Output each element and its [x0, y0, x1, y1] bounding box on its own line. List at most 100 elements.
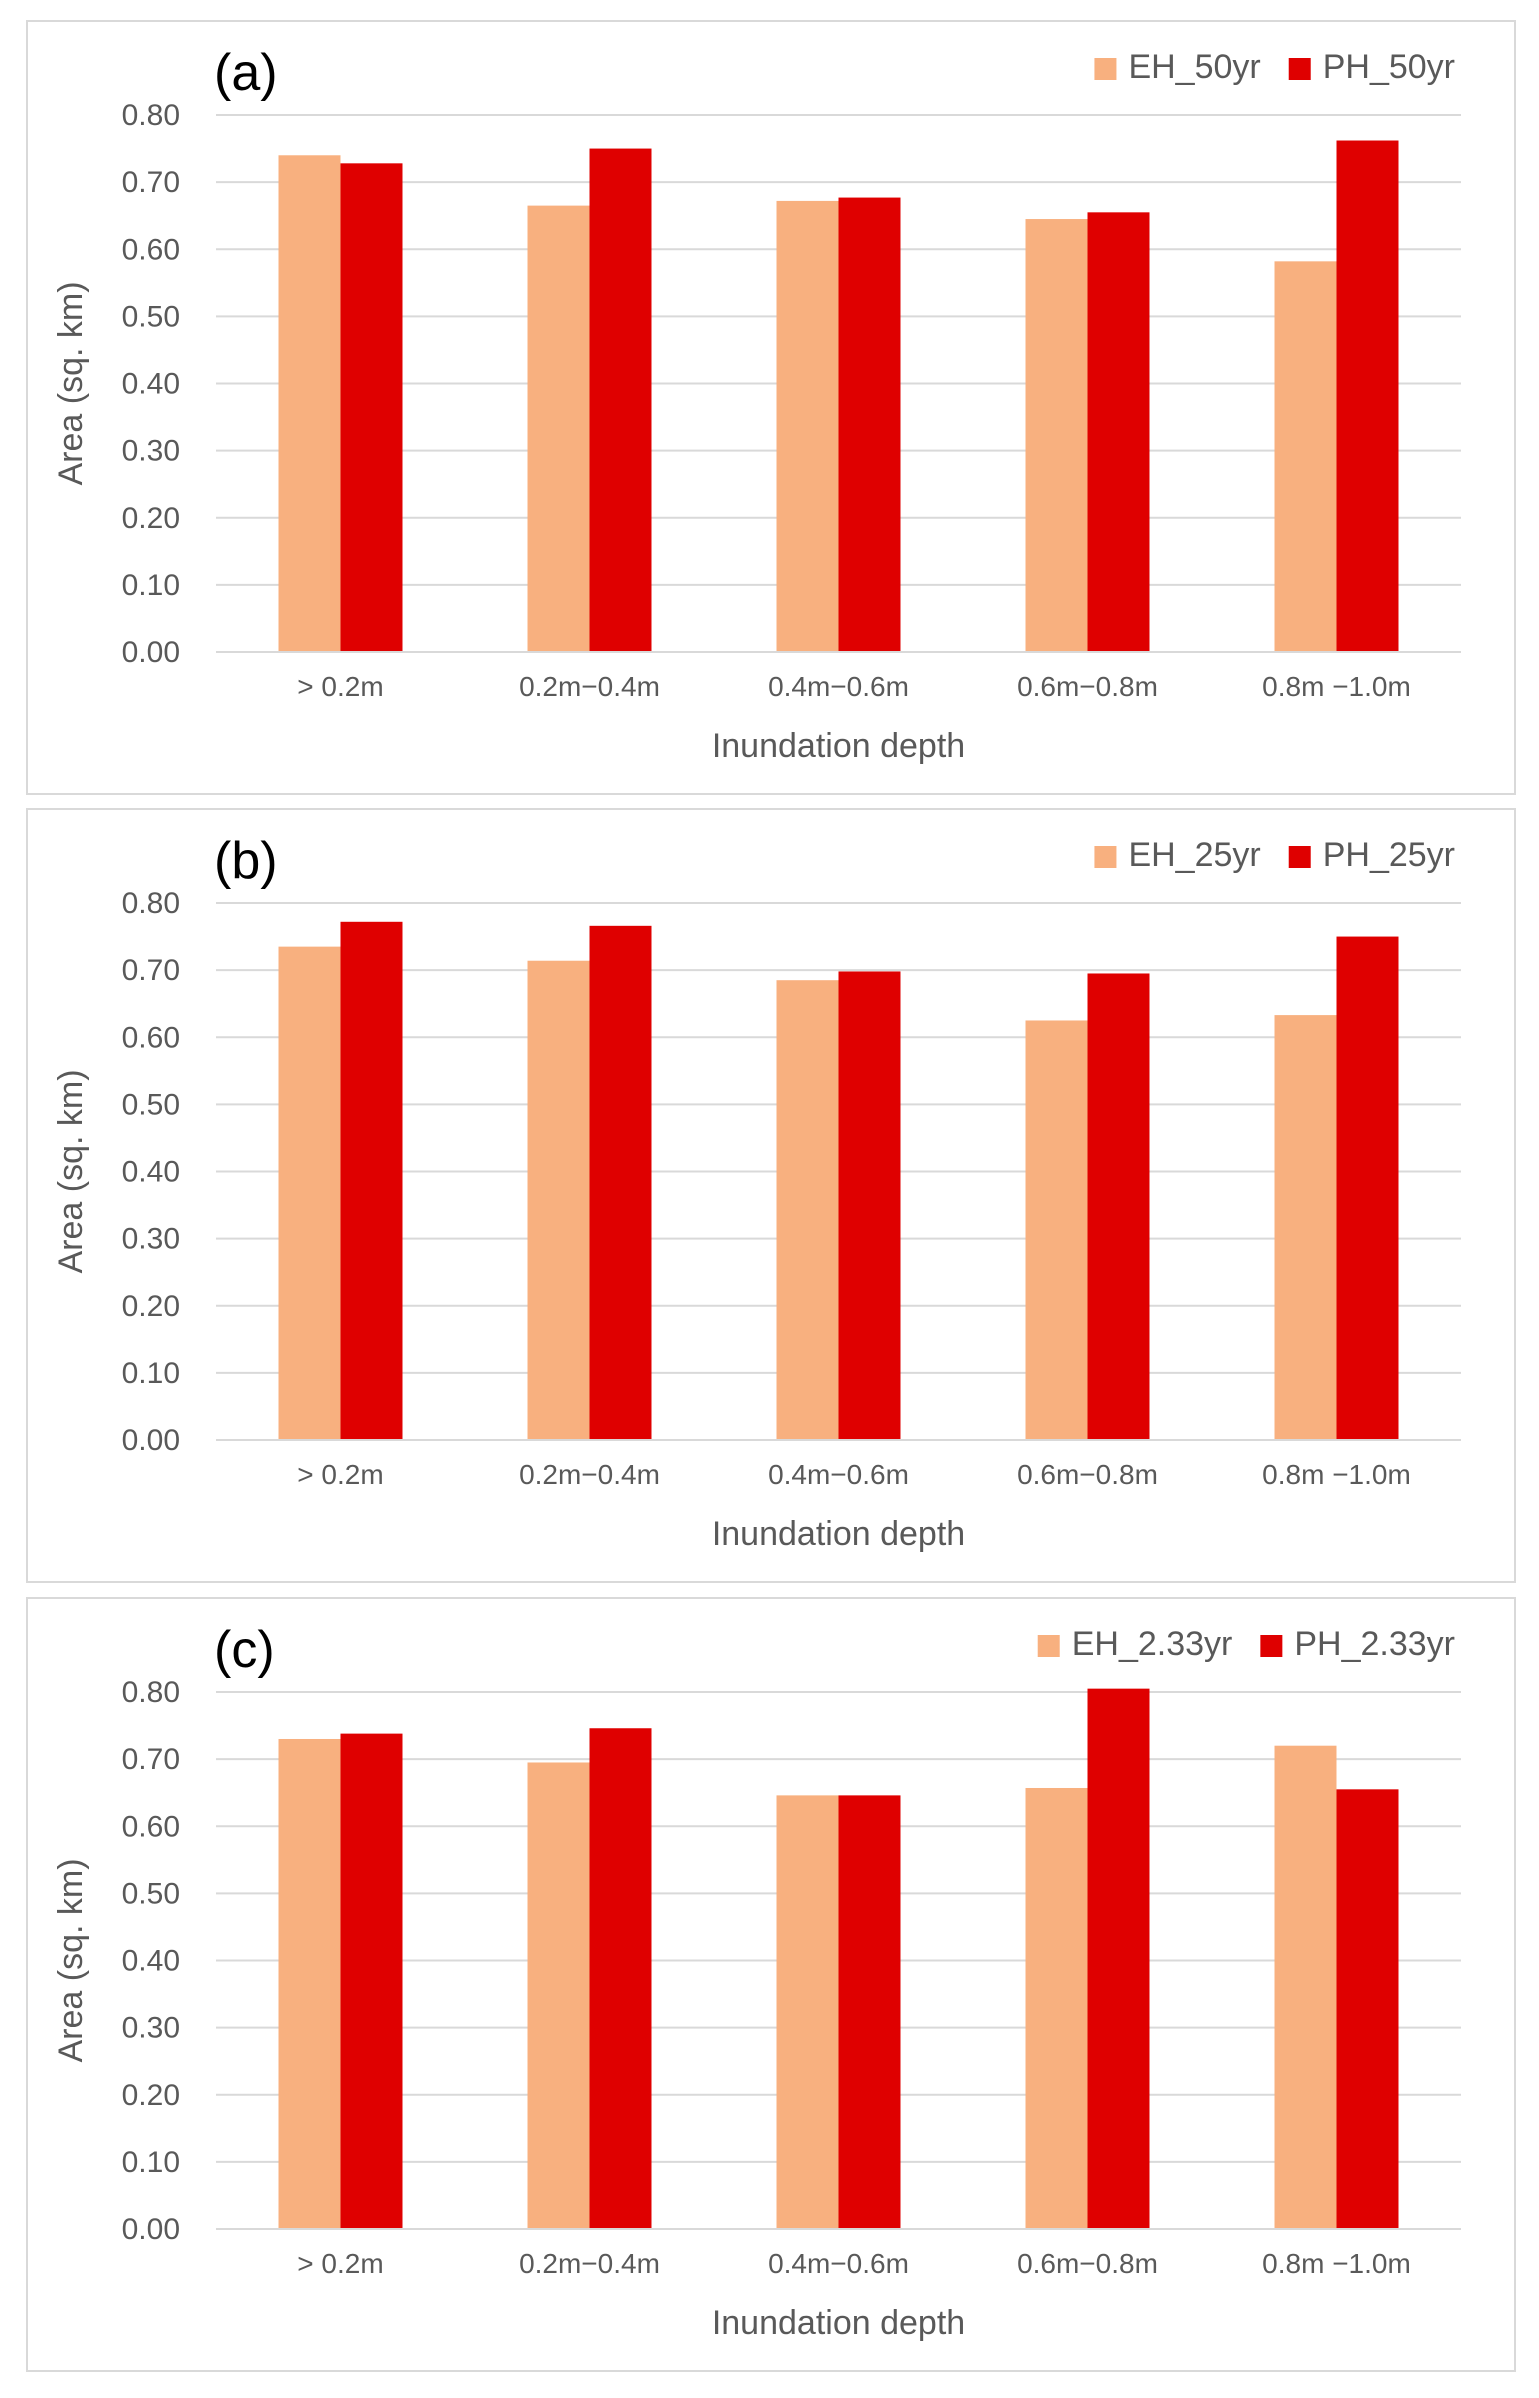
bar-eh-25yr-4: [1274, 1015, 1337, 1440]
y-axis-title: Area (sq. km): [52, 281, 90, 485]
legend-label: PH_25yr: [1323, 836, 1455, 874]
y-tick-label: 0.80: [122, 1676, 180, 1709]
legend: EH_50yr PH_50yr: [1094, 48, 1455, 86]
y-tick-label: 0.00: [122, 636, 180, 669]
x-tick-labels: > 0.2m 0.2m−0.4m 0.4m−0.6m 0.6m−0.8m 0.8m −1…: [297, 1459, 1411, 1490]
legend-label: EH_2.33yr: [1072, 1625, 1233, 1663]
x-tick-label: > 0.2m: [297, 2248, 383, 2279]
chart-b: 0.00 0.10 0.20 0.30 0.40 0.50 0.60 0.70 0.80 > 0.…: [52, 832, 1461, 1553]
y-axis-title: Area (sq. km): [52, 1069, 90, 1273]
y-tick-label: 0.00: [122, 2213, 180, 2246]
bar-ph-2-33yr-4: [1336, 1789, 1399, 2229]
x-axis-title: Inundation depth: [712, 727, 965, 765]
x-tick-labels: > 0.2m 0.2m−0.4m 0.4m−0.6m 0.6m−0.8m 0.8m −1…: [297, 671, 1411, 702]
x-tick-label: 0.8m −1.0m: [1262, 1459, 1411, 1490]
bars: [278, 1688, 1399, 2229]
legend-item: EH_2.33yr: [1037, 1625, 1233, 1663]
y-tick-label: 0.40: [122, 1945, 180, 1978]
bar-ph-50yr-3: [1087, 212, 1150, 653]
legend-swatch: [1288, 846, 1311, 868]
x-axis-title: Inundation depth: [712, 2304, 965, 2342]
x-tick-label: 0.6m−0.8m: [1017, 671, 1158, 702]
x-tick-label: 0.6m−0.8m: [1017, 2248, 1158, 2279]
legend-item: PH_2.33yr: [1260, 1625, 1455, 1663]
legend: EH_2.33yr PH_2.33yr: [1037, 1625, 1455, 1663]
bar-ph-50yr-0: [340, 163, 403, 652]
x-tick-label: 0.2m−0.4m: [519, 2248, 660, 2279]
y-tick-label: 0.60: [122, 1021, 180, 1054]
legend-item: EH_50yr: [1094, 48, 1261, 86]
y-tick-label: 0.50: [122, 300, 180, 333]
x-axis-title: Inundation depth: [712, 1515, 965, 1553]
bar-ph-2-33yr-1: [589, 1728, 652, 2229]
y-tick-label: 0.60: [122, 233, 180, 266]
bar-eh-25yr-0: [278, 946, 341, 1440]
bar-ph-25yr-3: [1087, 973, 1150, 1440]
y-tick-label: 0.70: [122, 1743, 180, 1776]
legend-swatch: [1094, 58, 1117, 80]
bar-eh-2-33yr-2: [776, 1795, 839, 2229]
legend-item: PH_25yr: [1288, 836, 1455, 874]
chart-a: 0.00 0.10 0.20 0.30 0.40 0.50 0.60 0.70 0.80 > 0.…: [52, 44, 1461, 765]
legend-swatch: [1288, 58, 1311, 80]
bar-ph-2-33yr-0: [340, 1733, 403, 2229]
x-tick-label: 0.8m −1.0m: [1262, 2248, 1411, 2279]
y-tick-label: 0.80: [122, 99, 180, 132]
x-tick-label: 0.2m−0.4m: [519, 1459, 660, 1490]
legend-item: EH_25yr: [1094, 836, 1261, 874]
bar-eh-2-33yr-4: [1274, 1745, 1337, 2229]
y-axis-title: Area (sq. km): [52, 1858, 90, 2062]
legend: EH_25yr PH_25yr: [1094, 836, 1455, 874]
bars: [278, 921, 1399, 1440]
y-tick-label: 0.10: [122, 2146, 180, 2179]
bar-eh-25yr-3: [1025, 1020, 1088, 1440]
y-tick-label: 0.40: [122, 1156, 180, 1189]
bar-eh-50yr-4: [1274, 261, 1337, 652]
y-tick-label: 0.50: [122, 1877, 180, 1910]
y-tick-label: 0.70: [122, 954, 180, 987]
bar-eh-2-33yr-0: [278, 1738, 341, 2229]
legend-swatch: [1094, 846, 1117, 868]
x-tick-label: > 0.2m: [297, 1459, 383, 1490]
x-tick-label: 0.4m−0.6m: [768, 671, 909, 702]
legend-label: EH_50yr: [1128, 48, 1260, 86]
y-tick-label: 0.30: [122, 1223, 180, 1256]
bars: [278, 140, 1399, 653]
y-tick-labels: 0.00 0.10 0.20 0.30 0.40 0.50 0.60 0.70 0.80: [122, 99, 180, 669]
bar-eh-50yr-0: [278, 155, 341, 652]
bar-ph-25yr-0: [340, 921, 403, 1440]
legend-label: PH_2.33yr: [1294, 1625, 1455, 1663]
y-tick-label: 0.10: [122, 569, 180, 602]
x-tick-label: > 0.2m: [297, 671, 383, 702]
x-tick-label: 0.8m −1.0m: [1262, 671, 1411, 702]
y-tick-label: 0.20: [122, 502, 180, 535]
y-tick-label: 0.20: [122, 1290, 180, 1323]
bar-ph-50yr-4: [1336, 140, 1399, 652]
bar-eh-50yr-3: [1025, 219, 1088, 652]
y-tick-label: 0.30: [122, 2012, 180, 2045]
x-tick-label: 0.6m−0.8m: [1017, 1459, 1158, 1490]
chart-c: 0.00 0.10 0.20 0.30 0.40 0.50 0.60 0.70 0.80 > 0.…: [52, 1621, 1461, 2342]
legend-item: PH_50yr: [1288, 48, 1455, 86]
bar-eh-2-33yr-3: [1025, 1787, 1088, 2229]
chart-panel-c: 0.00 0.10 0.20 0.30 0.40 0.50 0.60 0.70 0.80 > 0.…: [26, 1597, 1516, 2372]
bar-eh-25yr-2: [776, 980, 839, 1440]
legend-label: EH_25yr: [1128, 836, 1260, 874]
bar-eh-50yr-2: [776, 200, 839, 653]
bar-eh-2-33yr-1: [527, 1762, 590, 2229]
y-tick-label: 0.20: [122, 2079, 180, 2112]
y-tick-label: 0.10: [122, 1357, 180, 1390]
y-tick-labels: 0.00 0.10 0.20 0.30 0.40 0.50 0.60 0.70 0.80: [122, 1676, 180, 2246]
legend-label: PH_50yr: [1323, 48, 1455, 86]
bar-ph-2-33yr-2: [838, 1795, 901, 2229]
y-tick-label: 0.60: [122, 1810, 180, 1843]
bar-eh-25yr-1: [527, 960, 590, 1440]
y-tick-label: 0.70: [122, 166, 180, 199]
x-tick-label: 0.4m−0.6m: [768, 1459, 909, 1490]
legend-swatch: [1037, 1635, 1060, 1657]
bar-ph-50yr-1: [589, 148, 652, 652]
chart-panel-a: 0.00 0.10 0.20 0.30 0.40 0.50 0.60 0.70 0.80 > 0.…: [26, 20, 1516, 795]
bar-ph-50yr-2: [838, 197, 901, 652]
x-tick-label: 0.2m−0.4m: [519, 671, 660, 702]
legend-swatch: [1260, 1635, 1283, 1657]
